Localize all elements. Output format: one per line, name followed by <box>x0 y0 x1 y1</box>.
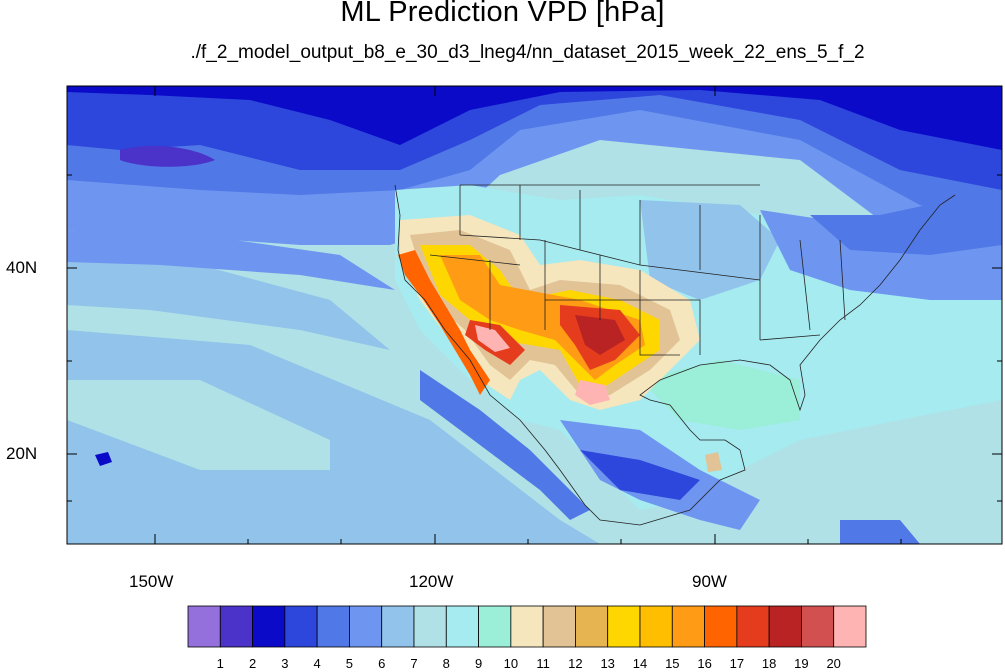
colorbar-tick-label: 20 <box>826 656 841 671</box>
lon-label-90w: 90W <box>692 572 727 591</box>
colorbar-tick-label: 16 <box>697 656 712 671</box>
colorbar-swatch <box>510 605 544 648</box>
colorbar-swatch <box>768 605 802 648</box>
colorbar-tick-label: 12 <box>568 656 583 671</box>
colorbar-tick-label: 7 <box>410 656 418 671</box>
colorbar-tick-label: 17 <box>729 656 745 671</box>
colorbar-swatch <box>801 605 835 648</box>
colorbar-tick-label: 11 <box>536 656 550 671</box>
colorbar-swatch <box>478 605 512 648</box>
boundaries <box>394 184 956 526</box>
colorbar-tick-label: 8 <box>442 656 450 671</box>
colorbar-tick-label: 19 <box>794 656 809 671</box>
colorbar-swatch <box>736 605 770 648</box>
colorbar-tick-label: 18 <box>761 656 777 671</box>
colorbar-tick-label: 1 <box>216 656 224 671</box>
colorbar-swatch <box>219 605 253 648</box>
colorbar-tick-label: 6 <box>378 656 386 671</box>
colorbar-swatch <box>671 605 705 648</box>
colorbar-tick-label: 9 <box>474 656 483 671</box>
colorbar-swatch <box>704 605 738 648</box>
contour-field <box>67 86 1002 544</box>
colorbar-swatch <box>349 605 383 648</box>
colorbar-swatch <box>284 605 318 648</box>
colorbar-tick-label: 5 <box>345 656 353 671</box>
colorbar-swatch <box>187 605 221 648</box>
colorbar-tick-label: 14 <box>632 656 648 671</box>
axis-ticks <box>67 86 1002 544</box>
colorbar-swatch <box>833 605 867 648</box>
colorbar-swatch <box>639 605 673 648</box>
lon-label-120w: 120W <box>409 572 454 591</box>
colorbar-swatch <box>575 605 609 648</box>
colorbar-tick-label: 13 <box>600 656 615 671</box>
colorbar-tick-label: 2 <box>248 656 257 671</box>
colorbar-swatch <box>542 605 576 648</box>
map-subtitle: ./f_2_model_output_b8_e_30_d3_lneg4/nn_d… <box>190 42 865 63</box>
colorbar-swatch <box>252 605 286 648</box>
colorbar-tick-label: 3 <box>281 656 289 671</box>
colorbar-tick-label: 15 <box>665 656 680 671</box>
colorbar-swatch <box>413 605 447 648</box>
lat-label-40n: 40N <box>6 258 38 277</box>
colorbar-tick-label: 4 <box>313 656 321 671</box>
colorbar-tick-label: 10 <box>503 656 519 671</box>
lat-label-20n: 20N <box>6 444 38 463</box>
colorbar-swatch <box>316 605 350 648</box>
colorbar <box>187 605 867 648</box>
colorbar-swatch <box>445 605 479 648</box>
lon-label-150w: 150W <box>129 572 174 591</box>
map-title: ML Prediction VPD [hPa] <box>340 0 665 28</box>
colorbar-swatch <box>381 605 415 648</box>
colorbar-swatch <box>607 605 641 648</box>
